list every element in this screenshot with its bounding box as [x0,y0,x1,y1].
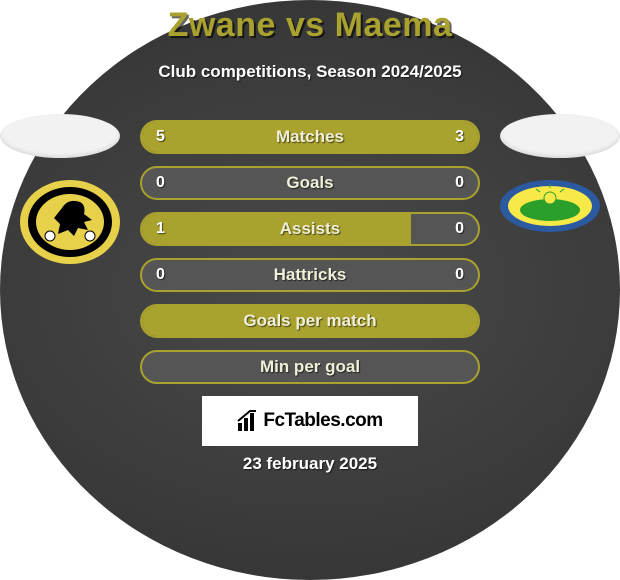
stat-value-right: 0 [455,214,464,244]
page-title: Zwane vs Maema [0,6,620,45]
stat-value-right: 0 [455,260,464,290]
date-label: 23 february 2025 [0,454,620,474]
stat-bar: Hattricks0 0 [140,258,480,292]
club-logo-left [20,180,120,264]
player1-name: Zwane [168,6,276,44]
player1-photo-placeholder [0,114,120,158]
stat-value-left: 5 [156,122,165,152]
stat-bar: Matches5 3 [140,120,480,154]
stat-value-right: 0 [455,168,464,198]
stat-bar: Assists1 0 [140,212,480,246]
stats-area: Matches53Goals00Assists10Hattricks00Goal… [140,120,480,396]
stat-label: Matches [142,122,478,152]
stat-bar: Goals0 0 [140,166,480,200]
comparison-card: Zwane vs Maema Club competitions, Season… [0,0,620,580]
stat-value-right: 3 [455,122,464,152]
stat-value-left: 0 [156,168,165,198]
stat-value-left: 1 [156,214,165,244]
sundowns-icon [500,180,600,232]
stat-label: Hattricks [142,260,478,290]
stat-bar: Min per goal [140,350,480,384]
fctables-watermark: FcTables.com [202,396,418,446]
fctables-label: FcTables.com [263,410,382,432]
fctables-icon [237,410,259,432]
vs-label: vs [286,6,325,44]
stat-label: Assists [142,214,478,244]
stat-label: Min per goal [142,352,478,382]
stat-label: Goals [142,168,478,198]
kaizer-chiefs-icon [20,180,120,264]
player2-name: Maema [335,6,453,44]
player2-photo-placeholder [500,114,620,158]
club-logo-right [500,180,600,232]
subtitle: Club competitions, Season 2024/2025 [0,62,620,82]
stat-bar: Goals per match [140,304,480,338]
stat-label: Goals per match [142,306,478,336]
stat-value-left: 0 [156,260,165,290]
